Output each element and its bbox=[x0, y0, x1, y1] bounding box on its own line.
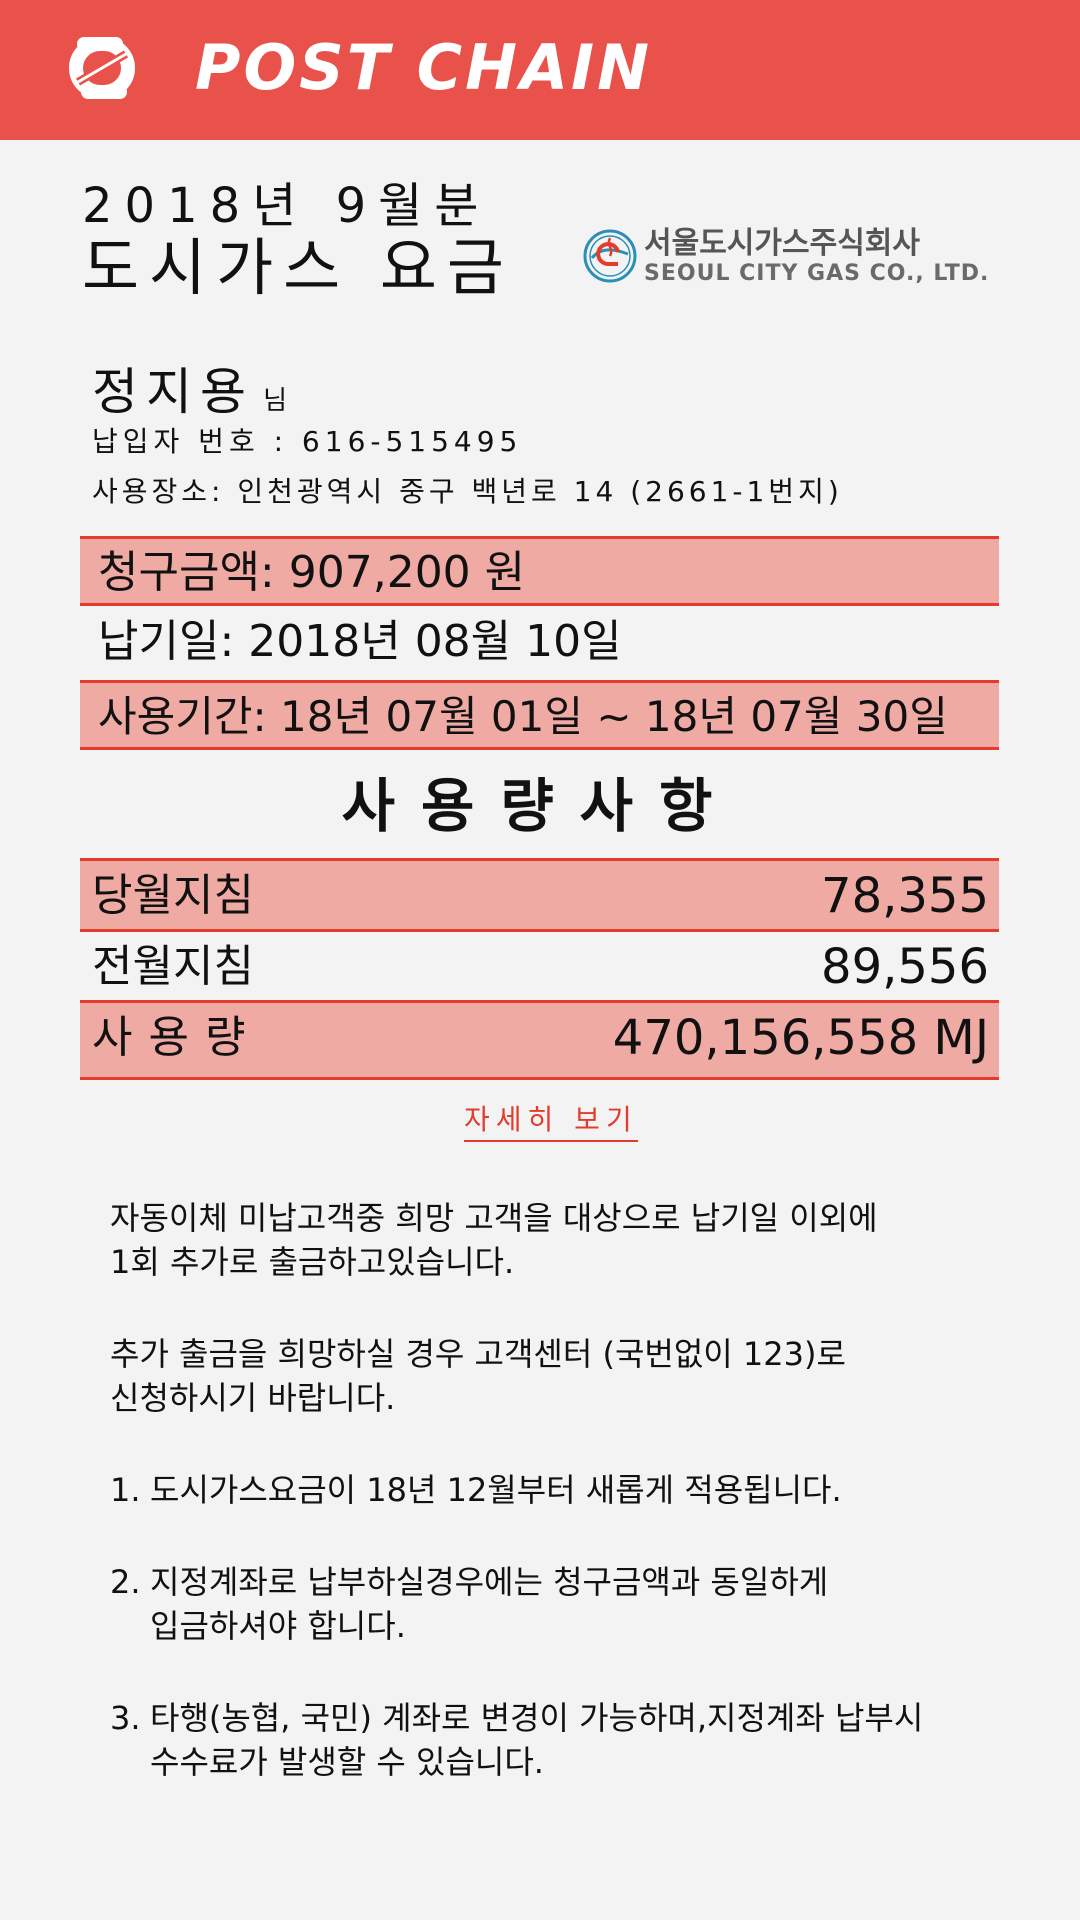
previous-reading-value: 89,556 bbox=[821, 939, 989, 995]
notice-paragraph: 자동이체 미납고객중 희망 고객을 대상으로 납기일 이외에 1회 추가로 출금… bbox=[110, 1199, 878, 1281]
notice-item-number: 1. bbox=[110, 1471, 141, 1509]
usage-address: 사용장소: 인천광역시 중구 백년로 14 (2661-1번지) bbox=[92, 475, 843, 508]
notice-item-number: 2. bbox=[110, 1563, 141, 1601]
usage-section-title: 사용량사항 bbox=[341, 772, 739, 840]
usage-amount-row: 사용량 470,156,558 MJ bbox=[80, 1000, 999, 1080]
notice-paragraph: 추가 출금을 희망하실 경우 고객센터 (국번없이 123)로 신청하시기 바랍… bbox=[110, 1335, 846, 1417]
previous-reading-label: 전월지침 bbox=[92, 941, 254, 992]
notice-item-text: 지정계좌로 납부하실경우에는 청구금액과 동일하게 입금하셔야 합니다. bbox=[150, 1563, 829, 1645]
gas-company-emblem-icon bbox=[583, 229, 637, 283]
company-name-english: SEOUL CITY GAS CO., LTD. bbox=[644, 261, 990, 286]
notice-item: 1. 도시가스요금이 18년 12월부터 새롭게 적용됩니다. bbox=[110, 1468, 1010, 1512]
company-logo: 서울도시가스주식회사 SEOUL CITY GAS CO., LTD. bbox=[582, 226, 1002, 290]
chain-link-icon bbox=[69, 37, 135, 99]
current-reading-row: 당월지침 78,355 bbox=[80, 858, 999, 932]
due-date-row: 납기일: 2018년 08월 10일 bbox=[98, 616, 622, 667]
notice-item-text: 도시가스요금이 18년 12월부터 새롭게 적용됩니다. bbox=[150, 1471, 842, 1509]
honorific-suffix: 님 bbox=[263, 386, 288, 416]
page-title: 도시가스 요금 bbox=[82, 231, 514, 304]
usage-period-row: 사용기간: 18년 07월 01일 ~ 18년 07월 30일 bbox=[80, 680, 999, 750]
payer-number: 납입자 번호 : 616-515495 bbox=[92, 425, 523, 458]
usage-amount-label: 사용량 bbox=[92, 1012, 262, 1063]
billed-amount-row: 청구금액: 907,200 원 bbox=[80, 536, 999, 606]
brand-name: POST CHAIN bbox=[195, 31, 653, 104]
notice-item-text: 타행(농협, 국민) 계좌로 변경이 가능하며,지정계좌 납부시 수수료가 발생… bbox=[150, 1699, 924, 1781]
view-details-link[interactable]: 자세히 보기 bbox=[464, 1098, 638, 1142]
customer-name: 정지용 bbox=[92, 363, 254, 421]
company-name-korean: 서울도시가스주식회사 bbox=[644, 226, 920, 261]
billing-month: 2018년 9월분 bbox=[82, 178, 491, 234]
notice-item: 3. 타행(농협, 국민) 계좌로 변경이 가능하며,지정계좌 납부시 수수료가… bbox=[110, 1696, 1010, 1784]
notice-item: 2. 지정계좌로 납부하실경우에는 청구금액과 동일하게 입금하셔야 합니다. bbox=[110, 1560, 1010, 1648]
app-header: POST CHAIN bbox=[0, 0, 1080, 140]
usage-amount-value: 470,156,558 MJ bbox=[612, 1010, 989, 1066]
notice-section: 자동이체 미납고객중 희망 고객을 대상으로 납기일 이외에 1회 추가로 출금… bbox=[110, 1196, 1010, 1832]
previous-reading-row: 전월지침 89,556 bbox=[80, 932, 999, 1006]
customer-name-line: 정지용 님 bbox=[92, 352, 287, 424]
notice-item-number: 3. bbox=[110, 1699, 141, 1737]
current-reading-value: 78,355 bbox=[821, 868, 989, 924]
current-reading-label: 당월지침 bbox=[92, 870, 254, 921]
